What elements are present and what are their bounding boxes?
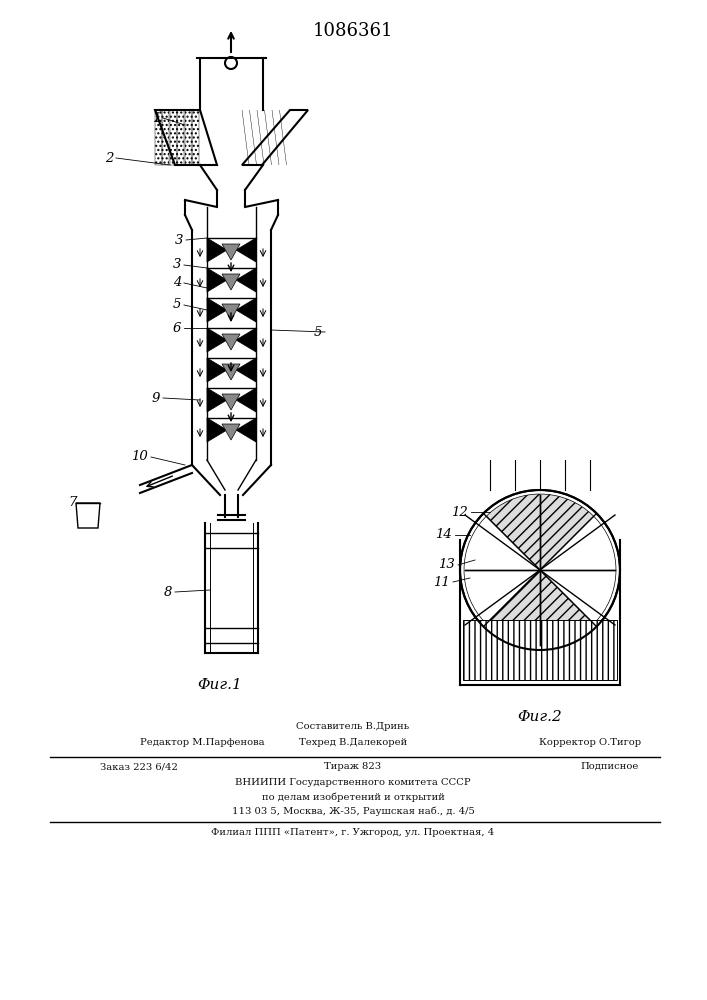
Text: Филиал ППП «Патент», г. Ужгород, ул. Проектная, 4: Филиал ППП «Патент», г. Ужгород, ул. Про… [211, 828, 495, 837]
Text: 5: 5 [173, 298, 181, 312]
Text: 7: 7 [69, 496, 77, 510]
Polygon shape [486, 570, 594, 646]
Text: 9: 9 [151, 391, 160, 404]
Text: 113 03 5, Москва, Ж-35, Раушская наб., д. 4/5: 113 03 5, Москва, Ж-35, Раушская наб., д… [232, 806, 474, 816]
Polygon shape [222, 424, 240, 440]
Polygon shape [486, 494, 594, 570]
Polygon shape [236, 418, 256, 442]
Polygon shape [222, 274, 240, 290]
Polygon shape [207, 388, 227, 412]
Text: 1086361: 1086361 [312, 22, 393, 40]
Circle shape [225, 57, 237, 69]
Polygon shape [207, 358, 227, 382]
Text: 4: 4 [173, 276, 181, 290]
Text: Φиг.2: Φиг.2 [518, 710, 562, 724]
Text: по делам изобретений и открытий: по делам изобретений и открытий [262, 792, 445, 802]
Text: 11: 11 [433, 576, 450, 588]
Circle shape [460, 490, 620, 650]
Text: Подписное: Подписное [580, 762, 638, 771]
Text: Составитель В.Дринь: Составитель В.Дринь [296, 722, 409, 731]
Polygon shape [464, 516, 540, 624]
Polygon shape [236, 358, 256, 382]
Text: Техред В.Далекорей: Техред В.Далекорей [299, 738, 407, 747]
Polygon shape [222, 304, 240, 320]
Polygon shape [236, 238, 256, 262]
Text: 14: 14 [436, 528, 452, 542]
Text: 13: 13 [438, 558, 455, 572]
Text: 6: 6 [173, 322, 181, 334]
Polygon shape [222, 364, 240, 380]
Text: 8: 8 [163, 585, 172, 598]
Text: Заказ 223 6/42: Заказ 223 6/42 [100, 762, 178, 771]
Text: Редактор М.Парфенова: Редактор М.Парфенова [140, 738, 264, 747]
Text: 12: 12 [451, 506, 468, 518]
Polygon shape [207, 418, 227, 442]
Polygon shape [463, 620, 617, 680]
Polygon shape [236, 388, 256, 412]
Polygon shape [222, 244, 240, 260]
Text: 1: 1 [151, 111, 160, 124]
Text: Корректор О.Тигор: Корректор О.Тигор [539, 738, 641, 747]
Text: ВНИИПИ Государственного комитета СССР: ВНИИПИ Государственного комитета СССР [235, 778, 471, 787]
Polygon shape [540, 516, 616, 624]
Polygon shape [207, 238, 227, 262]
Text: 2: 2 [105, 151, 113, 164]
Polygon shape [207, 328, 227, 352]
Polygon shape [207, 298, 227, 322]
Text: 5: 5 [314, 326, 322, 338]
Polygon shape [76, 503, 100, 528]
Polygon shape [242, 110, 308, 165]
Polygon shape [236, 268, 256, 292]
Text: Φиг.1: Φиг.1 [198, 678, 243, 692]
Polygon shape [222, 334, 240, 350]
Polygon shape [236, 328, 256, 352]
Polygon shape [222, 394, 240, 410]
Polygon shape [236, 298, 256, 322]
Text: 3: 3 [175, 233, 183, 246]
Text: 10: 10 [132, 450, 148, 464]
Text: Тираж 823: Тираж 823 [325, 762, 382, 771]
Text: 3: 3 [173, 258, 181, 271]
Polygon shape [207, 268, 227, 292]
Polygon shape [155, 110, 217, 165]
